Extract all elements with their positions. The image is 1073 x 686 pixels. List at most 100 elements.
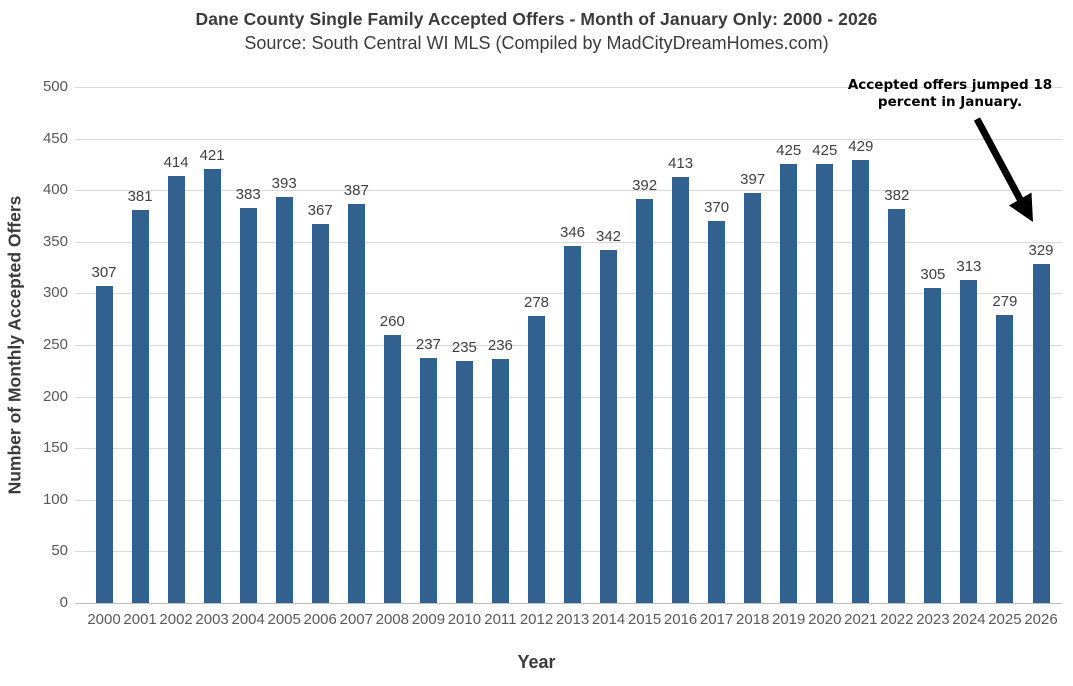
bar-value-label: 392: [632, 176, 658, 194]
x-tick-label: 2012: [519, 611, 554, 628]
gridline: [75, 87, 1062, 88]
chart-title: Dane County Single Family Accepted Offer…: [195, 9, 878, 29]
y-tick-label: 0: [59, 594, 68, 611]
bar: [708, 221, 726, 603]
bar-value-label: 346: [559, 223, 586, 241]
x-tick-label: 2004: [231, 611, 265, 628]
x-tick-label: 2020: [808, 611, 842, 628]
bar: [816, 164, 834, 603]
bar: [672, 176, 690, 603]
y-tick-label: 450: [42, 129, 68, 147]
bar: [888, 208, 906, 603]
x-tick-label: 2011: [484, 611, 517, 628]
bar-value-label: 305: [920, 266, 946, 284]
bar-value-label: 367: [307, 202, 333, 220]
y-tick-label: 100: [42, 490, 68, 508]
x-tick-label: 2010: [447, 611, 482, 628]
bar-value-label: 414: [163, 153, 189, 171]
bar-value-label: 342: [595, 228, 622, 246]
bar-value-label: 383: [235, 185, 261, 203]
y-tick-label: 250: [42, 336, 68, 353]
x-tick-label: 2019: [772, 611, 806, 628]
bar-value-label: 421: [199, 146, 225, 164]
annotation-line-1: Accepted offers jumped 18: [847, 77, 1053, 93]
gridline: [75, 190, 1062, 192]
bar-value-label: 307: [91, 264, 117, 282]
bar-value-label: 429: [848, 138, 874, 156]
bar: [455, 360, 473, 603]
bar: [636, 198, 654, 603]
bar: [131, 209, 149, 603]
bar-value-label: 313: [956, 258, 982, 275]
x-tick-label: 2006: [303, 611, 337, 628]
bar-value-label: 370: [704, 199, 730, 217]
x-tick-label: 2018: [736, 611, 770, 628]
bar: [924, 288, 942, 603]
y-tick-label: 50: [51, 542, 68, 560]
x-tick-label: 2015: [627, 611, 662, 628]
x-tick-label: 2021: [844, 611, 878, 628]
bar: [852, 160, 870, 603]
bar-value-label: 329: [1028, 241, 1054, 259]
x-tick-label: 2014: [591, 611, 626, 628]
bar-value-label: 278: [523, 294, 550, 312]
bar: [960, 280, 978, 603]
bar: [780, 164, 798, 603]
bar-value-label: 382: [884, 186, 910, 204]
x-tick-label: 2008: [375, 611, 409, 628]
bar-value-label: 260: [379, 312, 405, 330]
bar: [383, 334, 401, 603]
gridline: [75, 241, 1062, 243]
bar: [600, 250, 617, 603]
bar: [1032, 263, 1050, 603]
y-tick-label: 300: [42, 284, 68, 302]
bar: [996, 315, 1014, 603]
bar-value-label: 413: [668, 154, 694, 172]
x-tick-label: 2025: [988, 611, 1022, 628]
x-tick-label: 2017: [699, 611, 734, 628]
x-tick-label: 2003: [195, 611, 229, 628]
x-tick-label: 2001: [123, 611, 157, 628]
x-tick-label: 2009: [411, 611, 446, 628]
bar-value-label: 425: [776, 142, 802, 160]
bar: [347, 203, 365, 603]
bar-value-label: 387: [343, 181, 369, 199]
bar-value-label: 397: [740, 171, 766, 189]
gridline: [75, 603, 1062, 604]
x-axis-title: Year: [517, 652, 556, 672]
bar: [744, 193, 762, 603]
gridline: [75, 138, 1062, 140]
x-tick-label: 2022: [880, 611, 914, 628]
bar: [95, 286, 113, 603]
bar-value-label: 279: [992, 293, 1018, 311]
y-tick-label: 350: [42, 232, 68, 250]
bar: [311, 224, 329, 603]
y-tick-label: 500: [42, 78, 68, 95]
y-tick-label: 400: [42, 181, 68, 199]
x-tick-label: 2000: [87, 611, 121, 628]
y-tick-label: 150: [42, 439, 68, 457]
x-tick-label: 2007: [339, 611, 373, 628]
y-tick-label: 200: [42, 387, 68, 405]
bar-value-label: 381: [127, 187, 153, 205]
x-tick-label: 2013: [555, 611, 590, 628]
bar-value-label: 236: [487, 337, 513, 355]
bar-value-label: 393: [271, 175, 297, 193]
bar: [419, 358, 437, 603]
x-tick-label: 2026: [1024, 611, 1058, 628]
x-tick-label: 2005: [267, 611, 301, 628]
bar: [203, 168, 221, 603]
x-tick-label: 2024: [952, 611, 986, 628]
x-tick-label: 2002: [159, 611, 193, 628]
annotation-line-2: percent in January.: [877, 93, 1023, 110]
chart-subtitle: Source: South Central WI MLS (Compiled b…: [244, 33, 829, 53]
annotation: Accepted offers jumped 18 percent in Jan…: [828, 77, 1072, 111]
bar: [239, 207, 257, 603]
bar: [528, 316, 545, 603]
bar: [275, 197, 293, 603]
bar-value-label: 425: [812, 142, 838, 160]
x-tick-label: 2016: [663, 611, 698, 628]
x-tick-label: 2023: [916, 611, 950, 628]
bar: [564, 245, 581, 603]
